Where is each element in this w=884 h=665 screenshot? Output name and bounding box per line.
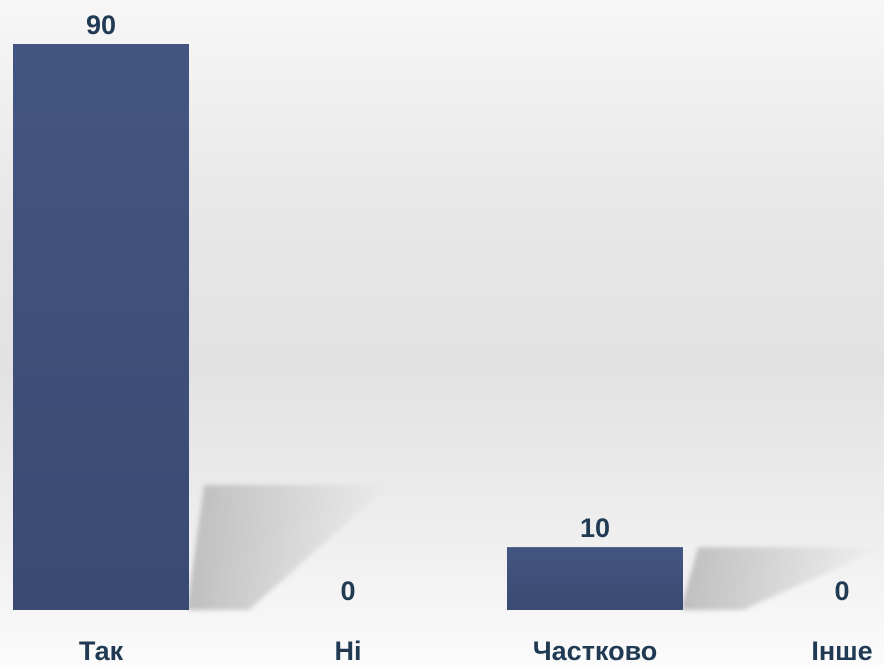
- bar-shadow: [681, 547, 883, 610]
- bars: [13, 44, 683, 610]
- category-axis-labels: Так Ні Частково Інше: [79, 636, 873, 665]
- bar-shadows: [187, 485, 883, 610]
- category-label: Ні: [335, 636, 362, 665]
- bar-0: [13, 44, 189, 610]
- data-labels: 90 0 10 0: [86, 10, 850, 606]
- data-label: 0: [340, 576, 355, 606]
- category-label: Інше: [811, 636, 872, 665]
- data-label: 10: [580, 513, 610, 543]
- category-label: Так: [79, 636, 124, 665]
- bar-2: [507, 547, 683, 610]
- data-label: 0: [834, 576, 849, 606]
- data-label: 90: [86, 10, 116, 40]
- category-label: Частково: [533, 636, 658, 665]
- bar-shadow: [187, 485, 389, 610]
